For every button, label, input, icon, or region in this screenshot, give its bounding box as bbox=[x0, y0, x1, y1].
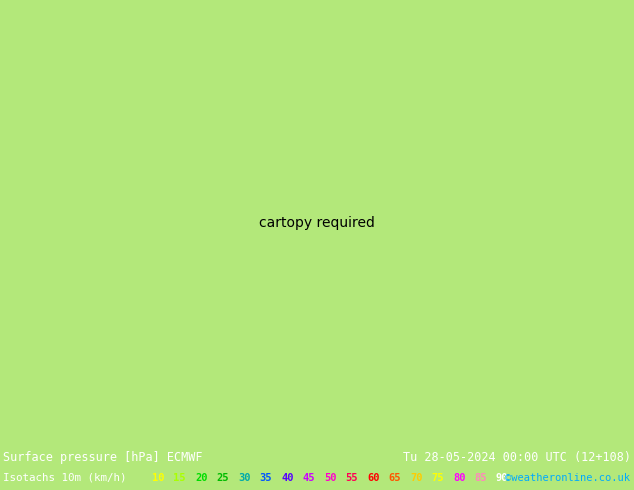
Text: Surface pressure [hPa] ECMWF: Surface pressure [hPa] ECMWF bbox=[3, 451, 202, 465]
Text: 35: 35 bbox=[259, 473, 272, 483]
Text: 50: 50 bbox=[324, 473, 337, 483]
Text: 90: 90 bbox=[496, 473, 508, 483]
Text: 45: 45 bbox=[302, 473, 315, 483]
Text: 75: 75 bbox=[432, 473, 444, 483]
Text: 85: 85 bbox=[474, 473, 487, 483]
Text: ©weatheronline.co.uk: ©weatheronline.co.uk bbox=[505, 473, 630, 483]
Text: 30: 30 bbox=[238, 473, 250, 483]
Text: 15: 15 bbox=[174, 473, 186, 483]
Text: 10: 10 bbox=[152, 473, 164, 483]
Text: 65: 65 bbox=[389, 473, 401, 483]
Text: 80: 80 bbox=[453, 473, 465, 483]
Text: 20: 20 bbox=[195, 473, 207, 483]
Text: 70: 70 bbox=[410, 473, 422, 483]
Text: Isotachs 10m (km/h): Isotachs 10m (km/h) bbox=[3, 473, 127, 483]
Text: 25: 25 bbox=[216, 473, 229, 483]
Text: 60: 60 bbox=[367, 473, 380, 483]
Text: cartopy required: cartopy required bbox=[259, 216, 375, 230]
Text: 55: 55 bbox=[346, 473, 358, 483]
Text: Tu 28-05-2024 00:00 UTC (12+108): Tu 28-05-2024 00:00 UTC (12+108) bbox=[403, 451, 631, 465]
Text: 40: 40 bbox=[281, 473, 294, 483]
